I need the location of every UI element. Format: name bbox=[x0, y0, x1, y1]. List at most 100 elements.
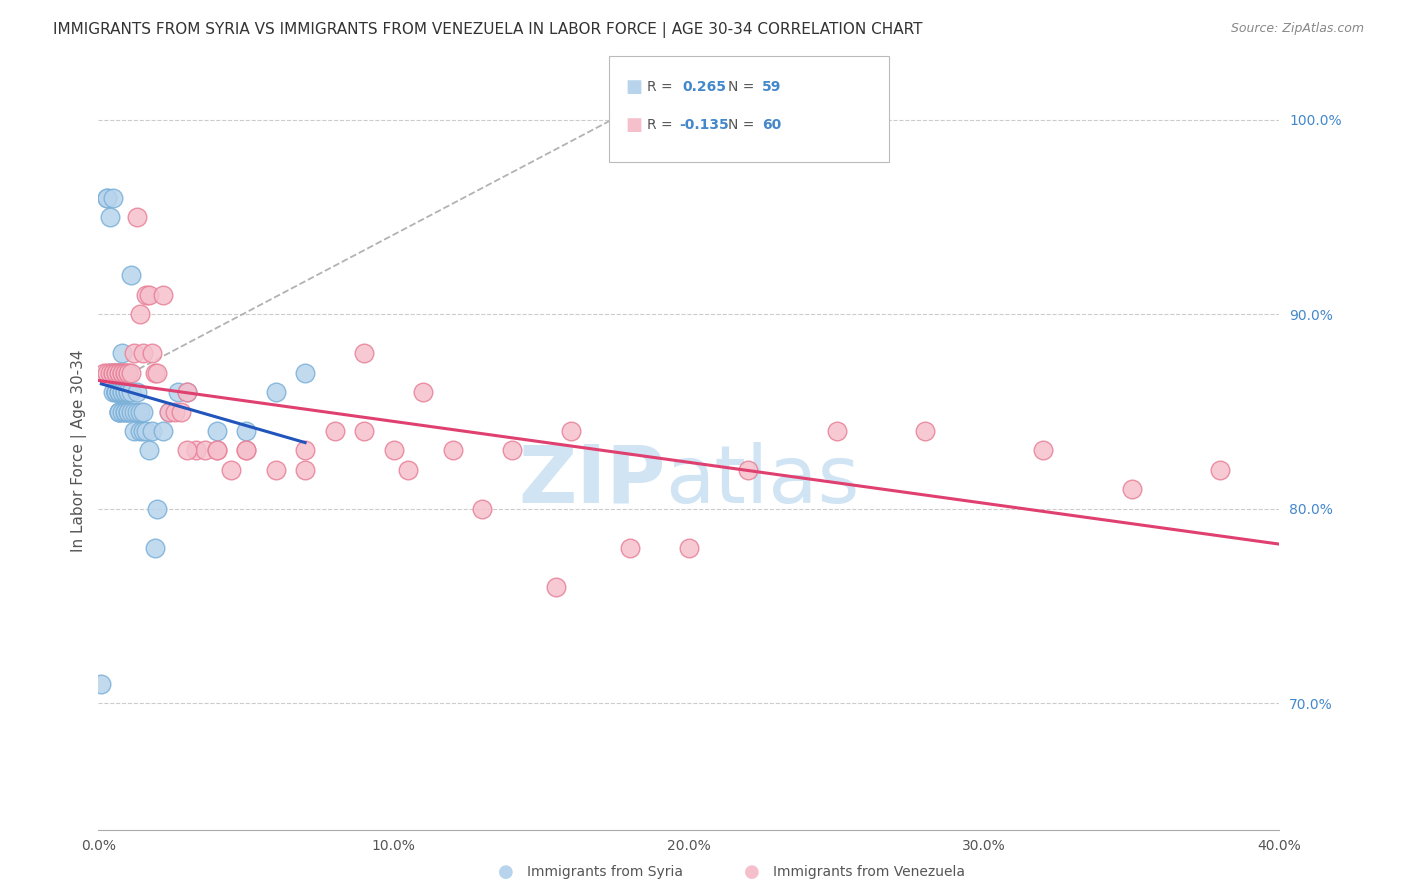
Point bbox=[157, 404, 180, 418]
Point bbox=[176, 385, 198, 400]
Point bbox=[135, 288, 157, 302]
Text: ZIP: ZIP bbox=[517, 442, 665, 520]
Point bbox=[105, 385, 128, 400]
Point bbox=[264, 385, 287, 400]
Point bbox=[122, 404, 145, 418]
Point bbox=[353, 424, 375, 438]
Point bbox=[132, 404, 155, 418]
Text: -0.135: -0.135 bbox=[679, 118, 728, 132]
Point bbox=[184, 443, 207, 458]
Point bbox=[120, 268, 142, 283]
Point bbox=[108, 404, 131, 418]
Point bbox=[120, 404, 142, 418]
Point bbox=[152, 424, 174, 438]
Point bbox=[205, 424, 228, 438]
Text: N =: N = bbox=[728, 80, 759, 95]
Point bbox=[141, 424, 163, 438]
Point bbox=[135, 424, 157, 438]
Point bbox=[108, 366, 131, 380]
Text: 59: 59 bbox=[762, 80, 782, 95]
Point bbox=[117, 366, 139, 380]
Point bbox=[120, 385, 142, 400]
Text: N =: N = bbox=[728, 118, 759, 132]
Point bbox=[120, 366, 142, 380]
Point bbox=[111, 404, 134, 418]
Point bbox=[1121, 483, 1143, 497]
Point bbox=[108, 385, 131, 400]
Point bbox=[108, 366, 131, 380]
Point bbox=[122, 346, 145, 360]
Point bbox=[1032, 443, 1054, 458]
Point bbox=[103, 385, 125, 400]
Point bbox=[105, 366, 128, 380]
Point bbox=[98, 366, 121, 380]
Point bbox=[152, 288, 174, 302]
Point bbox=[111, 366, 134, 380]
Point bbox=[235, 424, 257, 438]
Point bbox=[108, 385, 131, 400]
Point bbox=[412, 385, 434, 400]
Point bbox=[90, 677, 112, 691]
Text: atlas: atlas bbox=[665, 442, 859, 520]
Point bbox=[103, 191, 125, 205]
Point bbox=[125, 404, 148, 418]
Text: R =: R = bbox=[647, 118, 676, 132]
Point bbox=[108, 404, 131, 418]
Point bbox=[132, 424, 155, 438]
Point bbox=[221, 463, 243, 477]
Text: 60: 60 bbox=[762, 118, 782, 132]
Point bbox=[125, 210, 148, 224]
Point bbox=[132, 346, 155, 360]
Point bbox=[114, 385, 136, 400]
Point bbox=[96, 366, 118, 380]
Point bbox=[125, 385, 148, 400]
Point bbox=[108, 404, 131, 418]
Point bbox=[108, 366, 131, 380]
Point bbox=[96, 191, 118, 205]
Point bbox=[98, 210, 121, 224]
Point bbox=[141, 346, 163, 360]
Point bbox=[117, 385, 139, 400]
Point bbox=[546, 580, 568, 594]
Point bbox=[294, 366, 316, 380]
Point bbox=[122, 424, 145, 438]
Point bbox=[176, 385, 198, 400]
Point bbox=[103, 366, 125, 380]
Point bbox=[128, 404, 150, 418]
Point bbox=[501, 443, 523, 458]
Point bbox=[111, 366, 134, 380]
Point bbox=[114, 404, 136, 418]
Text: ■: ■ bbox=[626, 116, 643, 134]
Point bbox=[353, 346, 375, 360]
Point bbox=[205, 443, 228, 458]
Point bbox=[737, 463, 759, 477]
Point bbox=[560, 424, 582, 438]
Text: Immigrants from Venezuela: Immigrants from Venezuela bbox=[773, 865, 966, 880]
Point bbox=[108, 366, 131, 380]
Point bbox=[146, 501, 169, 516]
Point bbox=[98, 366, 121, 380]
Point bbox=[117, 404, 139, 418]
Point bbox=[294, 463, 316, 477]
Point bbox=[294, 443, 316, 458]
Point bbox=[114, 385, 136, 400]
Point bbox=[146, 366, 169, 380]
Point bbox=[398, 463, 420, 477]
Point bbox=[914, 424, 936, 438]
Text: ●: ● bbox=[744, 863, 761, 881]
Point bbox=[235, 443, 257, 458]
Point bbox=[619, 541, 641, 555]
Point bbox=[105, 366, 128, 380]
Point bbox=[117, 404, 139, 418]
Point bbox=[105, 366, 128, 380]
Point bbox=[167, 385, 190, 400]
Point bbox=[111, 346, 134, 360]
Point bbox=[128, 424, 150, 438]
Point bbox=[264, 463, 287, 477]
Point bbox=[170, 404, 193, 418]
Point bbox=[235, 443, 257, 458]
Point bbox=[825, 424, 848, 438]
Point bbox=[194, 443, 217, 458]
Point bbox=[111, 385, 134, 400]
Point bbox=[117, 366, 139, 380]
